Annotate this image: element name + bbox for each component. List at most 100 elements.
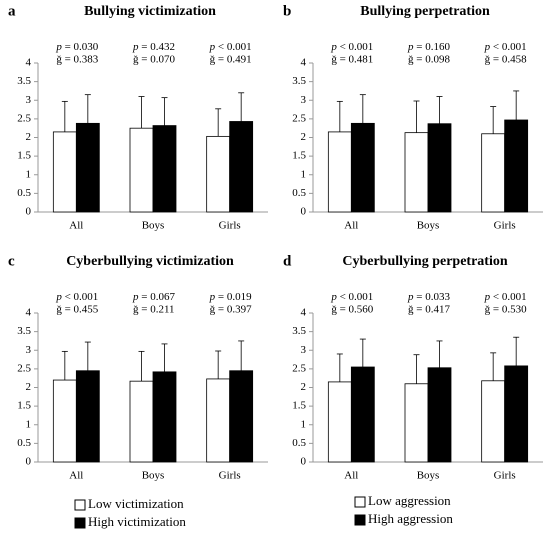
y-tick-label: 2 — [301, 381, 307, 393]
bar — [75, 370, 100, 463]
y-tick-label: 3 — [301, 94, 307, 106]
p-label: p = 0.160 — [407, 41, 450, 53]
p-label: p < 0.001 — [330, 291, 373, 303]
y-tick-label: 0 — [301, 456, 307, 468]
bar — [75, 122, 100, 213]
x-tick-label: All — [69, 220, 83, 232]
bar — [481, 380, 506, 463]
y-tick-label: 3.5 — [292, 75, 306, 87]
y-tick-label: 0.5 — [292, 187, 306, 199]
y-tick-label: 1.5 — [292, 400, 306, 412]
bar — [52, 131, 77, 213]
chart-title: Cyberbullying perpetration — [342, 254, 507, 269]
x-tick-label: Girls — [494, 470, 516, 482]
bar — [504, 365, 529, 463]
p-label: p < 0.001 — [330, 41, 373, 53]
y-tick-label: 3 — [301, 344, 307, 356]
p-label: p < 0.001 — [55, 291, 98, 303]
bar — [327, 381, 352, 463]
y-tick-label: 4 — [301, 307, 307, 319]
bar — [350, 122, 375, 213]
bar — [152, 125, 177, 213]
x-tick-label: All — [344, 220, 358, 232]
bar — [427, 367, 452, 463]
bar — [427, 123, 452, 213]
g-label: ğ = 0.491 — [210, 54, 252, 66]
bar — [206, 135, 231, 213]
p-label: p < 0.001 — [209, 41, 252, 53]
y-tick-label: 2.5 — [17, 112, 31, 124]
g-label: ğ = 0.560 — [331, 304, 373, 316]
y-tick-label: 1.5 — [17, 400, 31, 412]
p-label: p < 0.001 — [484, 41, 527, 53]
bar — [129, 127, 154, 213]
y-tick-label: 3.5 — [292, 325, 306, 337]
panel-label: c — [8, 253, 15, 269]
y-tick-label: 0 — [26, 206, 32, 218]
y-tick-label: 1 — [26, 168, 32, 180]
p-label: p < 0.001 — [484, 291, 527, 303]
y-tick-label: 2 — [301, 131, 307, 143]
g-label: ğ = 0.458 — [485, 54, 527, 66]
y-tick-label: 0.5 — [17, 187, 31, 199]
legend-label: High victimization — [88, 514, 186, 529]
bar — [229, 370, 254, 463]
x-tick-label: Boys — [417, 470, 440, 482]
y-tick-label: 2.5 — [17, 362, 31, 374]
y-tick-label: 3 — [26, 94, 32, 106]
x-tick-label: Boys — [142, 220, 165, 232]
y-tick-label: 0.5 — [17, 437, 31, 449]
y-tick-label: 2.5 — [292, 362, 306, 374]
y-tick-label: 1 — [301, 168, 307, 180]
bar — [229, 121, 254, 213]
g-label: ğ = 0.070 — [133, 54, 175, 66]
g-label: ğ = 0.417 — [408, 304, 450, 316]
chart-title: Bullying victimization — [84, 4, 216, 19]
y-tick-label: 3.5 — [17, 325, 31, 337]
bar — [206, 378, 231, 463]
x-tick-label: Boys — [417, 220, 440, 232]
legend-label: High aggression — [368, 511, 453, 526]
y-tick-label: 1 — [301, 418, 307, 430]
y-tick-label: 2 — [26, 131, 32, 143]
p-label: p = 0.030 — [55, 41, 98, 53]
y-tick-label: 2.5 — [292, 112, 306, 124]
g-label: ğ = 0.098 — [408, 54, 450, 66]
legend-swatch — [74, 499, 86, 511]
bar — [152, 371, 177, 463]
panel-label: d — [283, 253, 292, 269]
x-tick-label: Girls — [219, 470, 241, 482]
chart-title: Bullying perpetration — [360, 4, 490, 19]
bar — [129, 380, 154, 463]
legend-label: Low victimization — [88, 496, 184, 511]
x-tick-label: All — [344, 470, 358, 482]
bar — [404, 132, 429, 213]
legend-swatch — [354, 496, 366, 508]
g-label: ğ = 0.397 — [210, 304, 252, 316]
y-tick-label: 4 — [301, 57, 307, 69]
chart-title: Cyberbullying victimization — [66, 254, 234, 269]
bar — [504, 119, 529, 213]
y-tick-label: 3.5 — [17, 75, 31, 87]
y-tick-label: 1 — [26, 418, 32, 430]
x-tick-label: Girls — [494, 220, 516, 232]
g-label: ğ = 0.211 — [133, 304, 175, 316]
x-tick-label: Girls — [219, 220, 241, 232]
y-tick-label: 1.5 — [17, 150, 31, 162]
bar — [52, 379, 77, 463]
g-label: ğ = 0.455 — [56, 304, 98, 316]
legend-swatch — [354, 514, 366, 526]
y-tick-label: 0 — [26, 456, 32, 468]
p-label: p = 0.019 — [209, 291, 252, 303]
y-tick-label: 0.5 — [292, 437, 306, 449]
g-label: ğ = 0.481 — [331, 54, 373, 66]
x-tick-label: All — [69, 470, 83, 482]
bar — [404, 383, 429, 463]
y-tick-label: 4 — [26, 307, 32, 319]
p-label: p = 0.432 — [132, 41, 175, 53]
panel-label: a — [8, 3, 16, 19]
x-tick-label: Boys — [142, 470, 165, 482]
g-label: ğ = 0.530 — [485, 304, 527, 316]
g-label: ğ = 0.383 — [56, 54, 98, 66]
